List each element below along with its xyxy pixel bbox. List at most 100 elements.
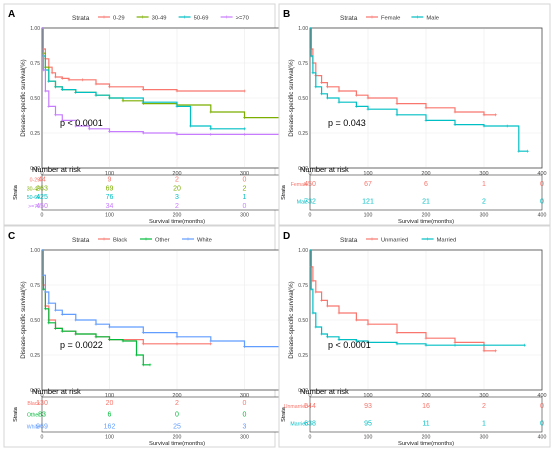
legend-entry: Unmarried bbox=[381, 238, 408, 244]
censor-mark bbox=[47, 79, 51, 83]
risk-count: 83 bbox=[38, 412, 46, 419]
risk-time-tick: 200 bbox=[422, 435, 431, 441]
risk-x-axis-label: Survival time(months) bbox=[398, 219, 454, 225]
legend-entry: 0-29 bbox=[113, 16, 125, 22]
risk-count: 130 bbox=[36, 400, 48, 407]
censor-mark bbox=[314, 85, 318, 89]
risk-time-tick: 0 bbox=[41, 435, 44, 441]
risk-count: 20 bbox=[106, 400, 114, 407]
censor-mark bbox=[135, 353, 138, 357]
x-tick-label: 400 bbox=[537, 393, 546, 399]
risk-count: 450 bbox=[304, 181, 316, 188]
censor-mark bbox=[67, 78, 71, 82]
risk-count: 1 bbox=[482, 181, 486, 188]
y-tick-label: 0.75 bbox=[30, 283, 40, 289]
p-value-annotation: p < 0.0001 bbox=[60, 118, 103, 128]
censor-mark bbox=[60, 329, 64, 333]
risk-time-tick: 0 bbox=[309, 435, 312, 441]
censor-mark bbox=[314, 325, 318, 329]
censor-mark bbox=[87, 127, 91, 131]
x-tick-label: 100 bbox=[363, 171, 372, 177]
risk-count: 0 bbox=[540, 403, 544, 410]
y-tick-label: 1.00 bbox=[298, 248, 308, 254]
censor-mark bbox=[54, 75, 57, 79]
risk-count: 162 bbox=[104, 423, 116, 430]
censor-mark bbox=[108, 85, 111, 89]
censor-mark bbox=[175, 89, 179, 93]
y-tick-label: 0.00 bbox=[298, 166, 308, 172]
risk-count: 69 bbox=[106, 185, 114, 192]
y-tick-label: 1.00 bbox=[298, 26, 308, 32]
risk-time-tick: 100 bbox=[105, 435, 114, 441]
risk-count: 1 bbox=[482, 420, 486, 427]
legend-entry: Black bbox=[113, 238, 127, 244]
risk-strata-label: Strata bbox=[13, 406, 19, 422]
risk-time-tick: 0 bbox=[41, 213, 44, 219]
censor-mark bbox=[424, 106, 428, 110]
censor-mark bbox=[47, 321, 51, 325]
x-tick-label: 300 bbox=[479, 171, 488, 177]
risk-table-area bbox=[41, 174, 313, 211]
risk-count: 0 bbox=[243, 177, 247, 184]
censor-mark bbox=[311, 71, 315, 75]
censor-mark bbox=[141, 131, 145, 135]
y-tick-label: 0.50 bbox=[298, 96, 308, 102]
censor-mark bbox=[189, 124, 192, 128]
panel-letter: C bbox=[8, 231, 15, 242]
x-tick-label: 0 bbox=[40, 393, 43, 399]
censor-mark bbox=[141, 100, 145, 104]
censor-mark bbox=[424, 119, 428, 122]
censor-mark bbox=[74, 332, 78, 336]
risk-time-tick: 200 bbox=[173, 213, 182, 219]
censor-mark bbox=[494, 113, 497, 117]
risk-count: 0 bbox=[243, 400, 247, 407]
risk-count: 25 bbox=[173, 423, 181, 430]
censor-mark bbox=[81, 78, 84, 82]
legend-title: Strata bbox=[340, 237, 358, 244]
censor-mark bbox=[320, 332, 323, 336]
risk-row-label: 0-29 bbox=[30, 178, 40, 184]
legend-key-mark: + bbox=[102, 237, 106, 243]
censor-mark bbox=[355, 339, 358, 343]
censor-mark bbox=[41, 273, 45, 277]
censor-mark bbox=[395, 331, 399, 334]
risk-count: 9 bbox=[108, 177, 112, 184]
risk-row-label: Unmarried bbox=[284, 404, 308, 410]
risk-table-title: Number at risk bbox=[300, 165, 349, 174]
risk-count: 0 bbox=[540, 181, 544, 188]
risk-count: 3 bbox=[175, 194, 179, 201]
censor-mark bbox=[517, 149, 521, 153]
censor-mark bbox=[505, 124, 509, 128]
legend-entry: Married bbox=[437, 238, 457, 244]
censor-mark bbox=[366, 107, 370, 111]
risk-table-title: Number at risk bbox=[32, 387, 81, 396]
x-tick-label: 200 bbox=[421, 171, 430, 177]
x-tick-label: 100 bbox=[363, 393, 372, 399]
censor-mark bbox=[43, 89, 47, 93]
censor-mark bbox=[74, 124, 78, 128]
legend: Strata +0-29 +30-49 +50-69 + >=70 bbox=[72, 15, 249, 22]
risk-count: 1 bbox=[243, 194, 247, 201]
censor-mark bbox=[311, 311, 315, 315]
legend-key-mark: + bbox=[426, 237, 430, 243]
y-tick-label: 0.50 bbox=[298, 318, 308, 324]
risk-count: 2 bbox=[175, 177, 179, 184]
censor-mark bbox=[309, 287, 313, 291]
risk-count: 0 bbox=[243, 412, 247, 419]
censor-mark bbox=[243, 133, 246, 136]
risk-table-area bbox=[309, 396, 543, 433]
y-tick-label: 0.00 bbox=[298, 388, 308, 394]
legend-title: Strata bbox=[72, 237, 90, 244]
censor-mark bbox=[141, 363, 145, 367]
risk-count: 0 bbox=[243, 203, 247, 210]
risk-count: 95 bbox=[364, 420, 372, 427]
censor-mark bbox=[175, 335, 179, 339]
censor-mark bbox=[54, 327, 57, 330]
censor-mark bbox=[523, 343, 526, 347]
censor-mark bbox=[121, 339, 125, 343]
legend-entry: Other bbox=[155, 238, 170, 244]
censor-mark bbox=[314, 290, 318, 294]
risk-time-tick: 200 bbox=[422, 213, 431, 219]
y-tick-label: 0.25 bbox=[298, 131, 308, 137]
